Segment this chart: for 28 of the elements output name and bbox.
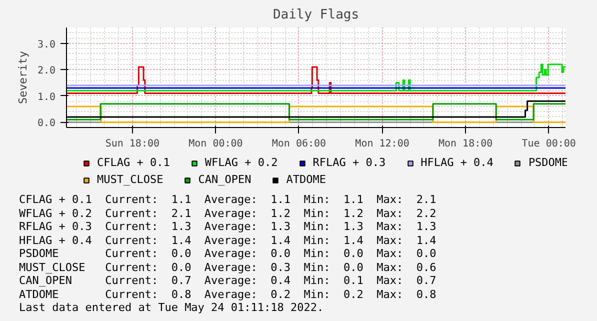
legend-label: WFLAG + 0.2 [204,156,278,169]
x-tick-label: Mon 06:00 [272,138,326,150]
x-tick-label: Mon 00:00 [188,138,243,150]
legend-label: ATDOME [286,173,326,186]
text: WFLAG + 0.2 Current: 2.1 Average: 1.2 Min: 1.2 Max: 2.2 [19,206,436,220]
legend-label: CFLAG + 0.1 [97,156,170,169]
text: CFLAG + 0.1 Current: 1.1 Average: 1.1 Min: 1.1 Max: 2.1 [19,193,436,206]
text: Last data entered at Tue May 24 01:11:18 2022. [19,301,324,314]
legend-label: HFLAG + 0.4 [420,156,494,169]
y-tick-label: 1.0 [37,92,56,103]
text: HFLAG + 0.4 Current: 1.4 Average: 1.4 Min: 1.4 Max: 1.4 [19,234,436,246]
x-tick-label: Mon 12:00 [355,138,410,150]
legend-label: RFLAG + 0.3 [312,156,386,169]
text: CAN_OPEN Current: 0.7 Average: 0.4 Min: 0.1 Max: 0.7 [19,274,436,287]
chart-title: Daily Flags [272,8,360,22]
y-tick-label: 2.0 [37,66,56,77]
legend-label: MUST_CLOSE [97,173,164,186]
x-tick-label: Mon 18:00 [438,138,493,150]
text: RFLAG + 0.3 Current: 1.3 Average: 1.3 Min: 1.3 Max: 1.3 [19,220,436,233]
y-tick-label: 0.0 [37,118,56,130]
legend-label: CAN_OPEN [198,173,252,186]
x-tick-label: Tue 00:00 [522,138,576,150]
text: ATDOME Current: 0.8 Average: 0.2 Min: 0.2 Max: 0.8 [19,288,436,300]
text: MUST_CLOSE Current: 0.0 Average: 0.3 Min: 0.0 Max: 0.6 [19,260,436,274]
x-tick-label: Sun 18:00 [105,138,160,150]
y-axis-title: Severity [16,50,30,104]
text: PSDOME Current: 0.0 Average: 0.0 Min: 0.0 Max: 0.0 [19,247,436,260]
y-tick-label: 3.0 [37,39,56,50]
